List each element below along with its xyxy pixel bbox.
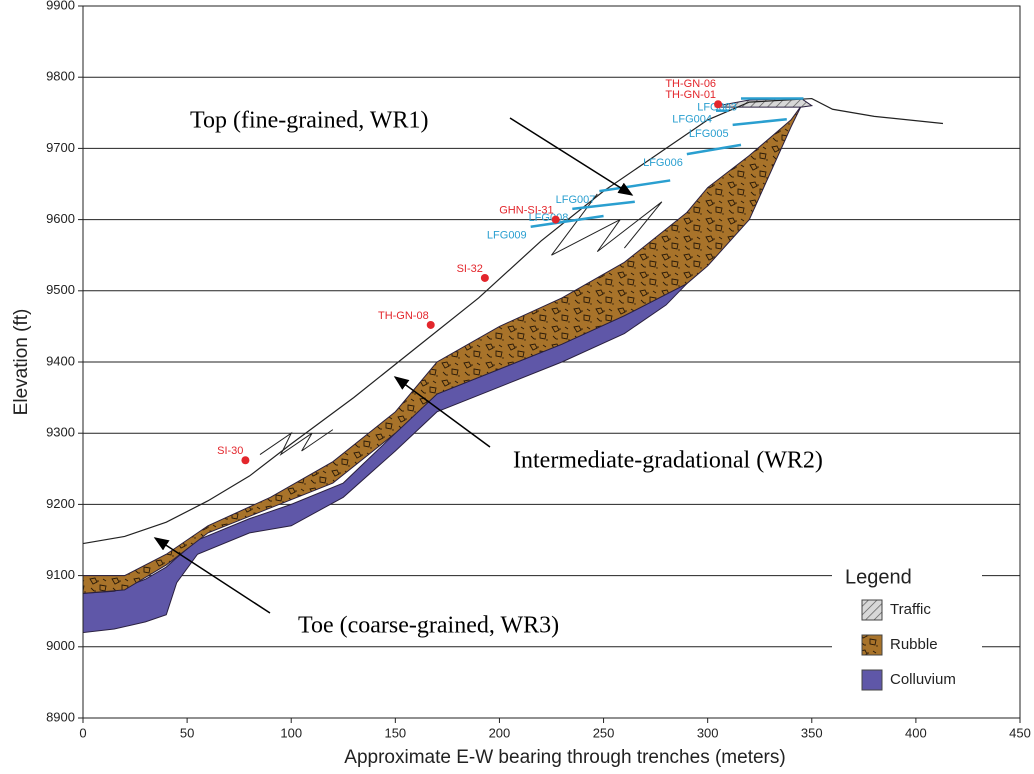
x-tick-label: 0 bbox=[79, 725, 86, 740]
y-tick-label: 9800 bbox=[46, 69, 75, 84]
well-line bbox=[687, 145, 741, 154]
layer bbox=[83, 106, 801, 594]
well-label: LFG005 bbox=[689, 128, 729, 140]
legend-label: Traffic bbox=[890, 601, 931, 618]
annotation-arrow bbox=[510, 118, 632, 195]
borehole-label: TH-GN-01 bbox=[665, 89, 716, 101]
legend-swatch bbox=[862, 670, 882, 690]
chart: Approximate E-W bearing through trenches… bbox=[0, 0, 1034, 774]
x-tick-label: 50 bbox=[180, 725, 194, 740]
well-label: LFG009 bbox=[487, 230, 527, 242]
legend: Legend Traffic Rubble Colluvium bbox=[832, 560, 982, 700]
well-label: LFG007 bbox=[556, 194, 596, 206]
borehole bbox=[241, 456, 249, 464]
borehole bbox=[552, 216, 560, 224]
x-axis-title: Approximate E-W bearing through trenches… bbox=[344, 747, 785, 768]
borehole-label: SI-32 bbox=[457, 263, 483, 275]
y-tick-label: 9100 bbox=[46, 567, 75, 582]
legend-title: Legend bbox=[845, 566, 912, 588]
y-tick-label: 9300 bbox=[46, 425, 75, 440]
legend-label: Colluvium bbox=[890, 671, 956, 688]
borehole-label: TH-GN-08 bbox=[378, 310, 429, 322]
well-label: LFG004 bbox=[672, 114, 712, 126]
y-tick-label: 9500 bbox=[46, 282, 75, 297]
borehole bbox=[714, 100, 722, 108]
borehole-label: SI-30 bbox=[217, 445, 243, 457]
y-tick-label: 9900 bbox=[46, 0, 75, 12]
x-tick-label: 350 bbox=[801, 725, 823, 740]
borehole bbox=[427, 321, 435, 329]
borehole-label: GHN-SI-31 bbox=[499, 205, 553, 217]
x-tick-label: 300 bbox=[697, 725, 719, 740]
y-tick-label: 9200 bbox=[46, 496, 75, 511]
well-label: LFG006 bbox=[643, 157, 683, 169]
annotation: Top (fine-grained, WR1) bbox=[190, 108, 428, 134]
well-line bbox=[599, 180, 670, 191]
annotation: Toe (coarse-grained, WR3) bbox=[298, 613, 559, 639]
y-tick-label: 8900 bbox=[46, 709, 75, 724]
x-tick-label: 250 bbox=[593, 725, 615, 740]
x-tick-label: 150 bbox=[384, 725, 406, 740]
x-tick-label: 100 bbox=[280, 725, 302, 740]
y-tick-label: 9400 bbox=[46, 353, 75, 368]
annotation: Intermediate-gradational (WR2) bbox=[513, 448, 823, 474]
well-line bbox=[733, 119, 787, 125]
legend-swatch bbox=[862, 600, 882, 620]
x-tick-label: 400 bbox=[905, 725, 927, 740]
legend-swatch bbox=[862, 635, 882, 655]
y-axis-title: Elevation (ft) bbox=[11, 309, 32, 416]
legend-label: Rubble bbox=[890, 636, 938, 653]
x-tick-label: 200 bbox=[489, 725, 511, 740]
y-tick-label: 9600 bbox=[46, 211, 75, 226]
borehole bbox=[481, 274, 489, 282]
y-tick-label: 9700 bbox=[46, 140, 75, 155]
y-tick-label: 9000 bbox=[46, 638, 75, 653]
x-tick-label: 450 bbox=[1009, 725, 1031, 740]
